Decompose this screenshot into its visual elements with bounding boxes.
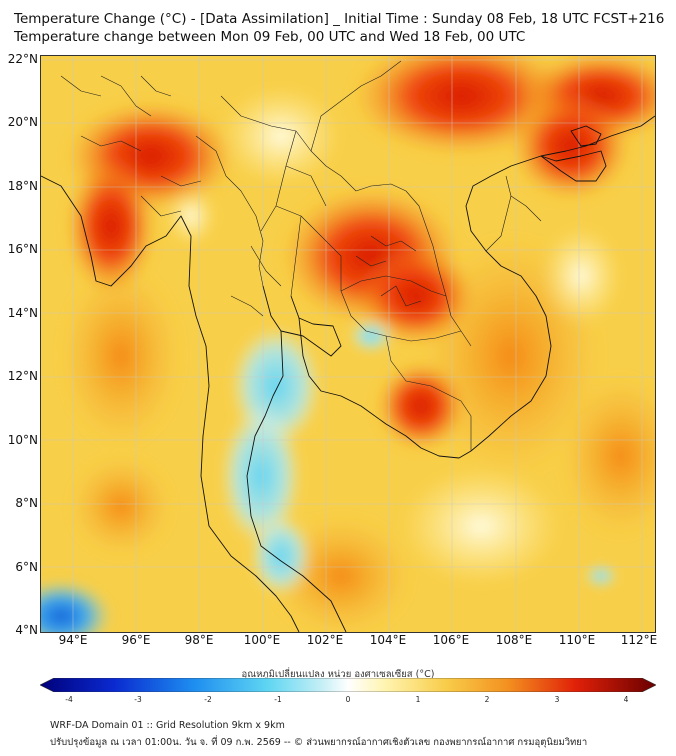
colorbar bbox=[40, 678, 656, 692]
lon-label: 100°E bbox=[243, 633, 281, 647]
temperature-change-map bbox=[41, 56, 655, 632]
model-info: WRF-DA Domain 01 :: Grid Resolution 9km … bbox=[50, 720, 285, 731]
lon-label: 94°E bbox=[58, 633, 88, 647]
colorbar-tick: 0 bbox=[345, 695, 351, 704]
map-subtitle: Temperature change between Mon 09 Feb, 0… bbox=[14, 29, 526, 45]
lon-label: 108°E bbox=[495, 633, 533, 647]
lon-label: 104°E bbox=[369, 633, 407, 647]
lon-label: 96°E bbox=[121, 633, 151, 647]
lon-label: 98°E bbox=[184, 633, 214, 647]
lon-label: 112°E bbox=[620, 633, 658, 647]
colorbar-tick: -3 bbox=[134, 695, 142, 704]
lon-label: 102°E bbox=[306, 633, 344, 647]
colorbar-tick: -2 bbox=[204, 695, 212, 704]
colorbar-title: อุณหภูมิเปลี่ยนแปลง หน่วย องศาเซลเซียส (… bbox=[241, 669, 435, 680]
lat-label: 4°N bbox=[15, 623, 38, 637]
lat-label: 6°N bbox=[15, 560, 38, 574]
lat-label: 22°N bbox=[7, 52, 38, 66]
lat-label: 10°N bbox=[7, 433, 38, 447]
lat-label: 8°N bbox=[15, 496, 38, 510]
lat-label: 12°N bbox=[7, 369, 38, 383]
lat-label: 20°N bbox=[7, 115, 38, 129]
colorbar-tick: -4 bbox=[65, 695, 73, 704]
colorbar-tick: -1 bbox=[274, 695, 282, 704]
colorbar-tick: 2 bbox=[484, 695, 490, 704]
colorbar-tick: 1 bbox=[415, 695, 421, 704]
update-credit: ปรับปรุงข้อมูล ณ เวลา 01:00น. วัน จ. ที่… bbox=[50, 737, 588, 748]
map-panel bbox=[40, 55, 656, 633]
lon-label: 106°E bbox=[432, 633, 470, 647]
lat-label: 18°N bbox=[7, 179, 38, 193]
lat-label: 14°N bbox=[7, 306, 38, 320]
lat-label: 16°N bbox=[7, 242, 38, 256]
lon-label: 110°E bbox=[558, 633, 596, 647]
colorbar-tick: 3 bbox=[554, 695, 560, 704]
map-title: Temperature Change (°C) - [Data Assimila… bbox=[14, 11, 665, 27]
colorbar-tick: 4 bbox=[623, 695, 629, 704]
